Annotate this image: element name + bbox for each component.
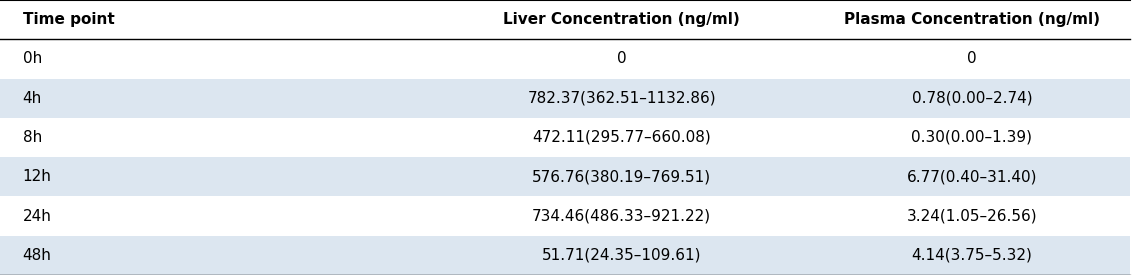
Bar (0, 0, 1130, 39)
Text: 576.76(380.19–769.51): 576.76(380.19–769.51) (532, 169, 712, 184)
Text: 0: 0 (616, 51, 627, 67)
Bar (0, 118, 1130, 157)
Text: 6.77(0.40–31.40): 6.77(0.40–31.40) (907, 169, 1037, 184)
Bar (0, 39, 1130, 79)
Text: 3.24(1.05–26.56): 3.24(1.05–26.56) (907, 208, 1037, 224)
Text: Time point: Time point (23, 12, 115, 27)
Text: 0.78(0.00–2.74): 0.78(0.00–2.74) (911, 91, 1032, 106)
Bar (0, 157, 1130, 196)
Text: Liver Concentration (ng/ml): Liver Concentration (ng/ml) (503, 12, 740, 27)
Text: 4h: 4h (23, 91, 42, 106)
Text: 734.46(486.33–921.22): 734.46(486.33–921.22) (532, 208, 712, 224)
Text: 8h: 8h (23, 130, 42, 145)
Text: 51.71(24.35–109.61): 51.71(24.35–109.61) (541, 248, 701, 263)
Text: 4.14(3.75–5.32): 4.14(3.75–5.32) (911, 248, 1033, 263)
Text: 0.30(0.00–1.39): 0.30(0.00–1.39) (911, 130, 1033, 145)
Text: 0: 0 (967, 51, 977, 67)
Bar (0, 196, 1130, 236)
Text: Plasma Concentration (ng/ml): Plasma Concentration (ng/ml) (844, 12, 1100, 27)
Text: 782.37(362.51–1132.86): 782.37(362.51–1132.86) (528, 91, 716, 106)
Text: 24h: 24h (23, 208, 51, 224)
Bar (0, 79, 1130, 118)
Text: 472.11(295.77–660.08): 472.11(295.77–660.08) (532, 130, 711, 145)
Bar (0, 236, 1130, 275)
Text: 0h: 0h (23, 51, 42, 67)
Text: 48h: 48h (23, 248, 51, 263)
Text: 12h: 12h (23, 169, 51, 184)
